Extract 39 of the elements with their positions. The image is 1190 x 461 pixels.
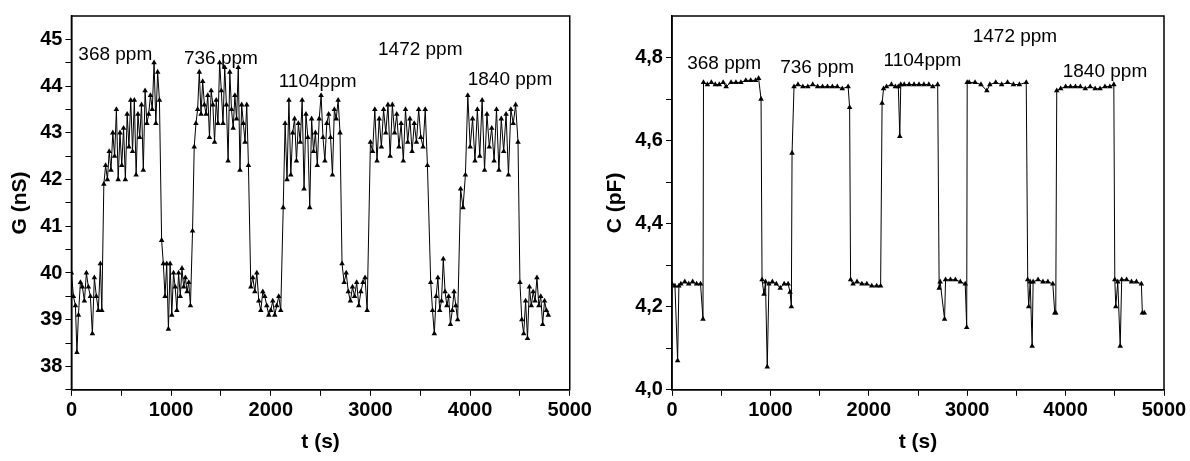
y-tick-label: 44 <box>40 73 64 96</box>
y-tick-label: 41 <box>40 213 63 236</box>
x-tick-label: 1000 <box>748 398 793 421</box>
x-tick-label: 3000 <box>944 398 990 421</box>
annotation: 1840 ppm <box>467 67 553 89</box>
y-tick-label: 40 <box>40 260 63 283</box>
x-axis-title: t (s) <box>898 429 938 453</box>
y-tick-label: 42 <box>40 167 63 190</box>
annotation: 368 ppm <box>78 42 153 64</box>
y-tick-label: 4,4 <box>635 211 664 234</box>
annotation: 1472 ppm <box>972 25 1058 47</box>
x-axis-title: t (s) <box>301 429 340 453</box>
annotation: 1104ppm <box>278 69 357 91</box>
annotation: 736 ppm <box>780 55 855 77</box>
x-tick-label: 2000 <box>846 398 892 421</box>
x-tick-label: 5000 <box>547 398 592 421</box>
x-tick-label: 3000 <box>348 398 393 421</box>
annotation: 1840 ppm <box>1062 59 1148 81</box>
annotation: 1104ppm <box>883 49 962 71</box>
y-tick-label: 4,8 <box>635 45 663 68</box>
x-tick-label: 4000 <box>447 398 493 421</box>
y-axis-title: G (nS) <box>7 171 31 235</box>
y-tick-label: 39 <box>40 307 63 330</box>
y-tick-label: 4,2 <box>635 294 663 317</box>
x-tick-label: 0 <box>65 398 78 421</box>
x-tick-label: 5000 <box>1141 398 1187 421</box>
y-tick-label: 45 <box>40 26 63 49</box>
y-tick-label: 38 <box>40 353 63 376</box>
y-tick-label: 43 <box>40 120 63 143</box>
y-tick-label: 4,0 <box>635 377 663 400</box>
x-tick-label: 0 <box>666 398 678 421</box>
x-tick-label: 2000 <box>248 398 294 421</box>
annotation: 736 ppm <box>183 46 258 68</box>
x-tick-label: 1000 <box>148 398 194 421</box>
annotation: 1472 ppm <box>378 37 463 59</box>
y-axis-title: C (pF) <box>602 172 626 234</box>
x-tick-label: 4000 <box>1043 398 1088 421</box>
y-tick-label: 4,6 <box>635 128 663 151</box>
annotation: 368 ppm <box>687 51 762 73</box>
